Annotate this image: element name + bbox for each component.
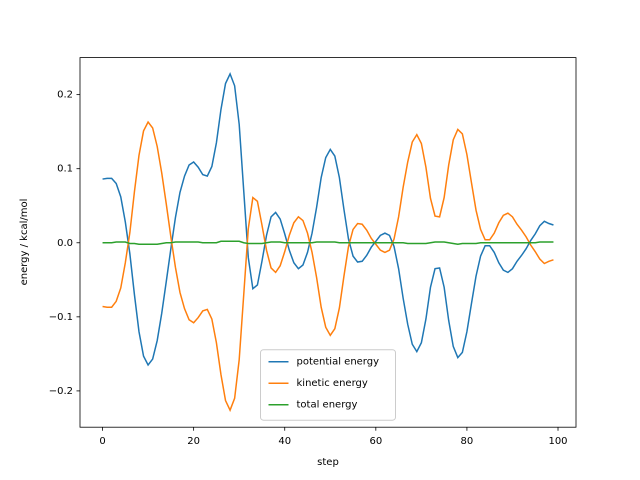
x-tick-label: 60 — [369, 436, 382, 447]
y-tick-label: 0.0 — [57, 238, 73, 249]
x-tick-label: 40 — [278, 436, 291, 447]
legend-label: total energy — [297, 400, 358, 411]
legend-label: kinetic energy — [297, 378, 368, 389]
y-tick-label: 0.2 — [57, 90, 73, 101]
x-axis-label: step — [317, 457, 339, 468]
legend-box — [260, 349, 396, 421]
y-tick-label: −0.2 — [49, 386, 73, 397]
line-series — [102, 240, 554, 246]
legend-label: potential energy — [297, 357, 380, 368]
axes-frame — [79, 57, 577, 428]
y-tick-label: 0.1 — [57, 164, 73, 175]
y-tick-label: −0.1 — [49, 312, 73, 323]
x-tick-label: 0 — [99, 436, 105, 447]
y-axis-label: energy / kcal/mol — [19, 199, 30, 286]
x-tick-label: 20 — [187, 436, 200, 447]
line-series — [102, 120, 554, 413]
line-series — [102, 71, 554, 367]
x-tick-label: 80 — [461, 436, 474, 447]
x-tick-label: 100 — [548, 436, 567, 447]
